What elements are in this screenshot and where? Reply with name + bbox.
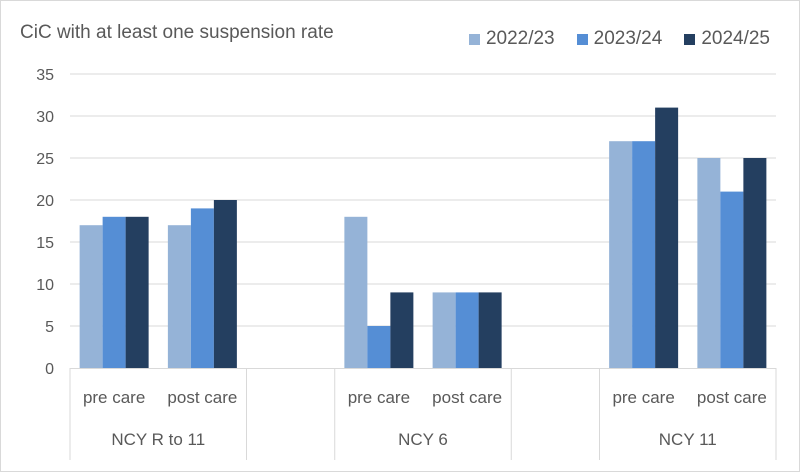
legend-label: 2023/24 xyxy=(593,28,663,49)
bar-2022-23[interactable] xyxy=(609,141,633,368)
legend-label: 2024/25 xyxy=(701,28,770,49)
chart-title: CiC with at least one suspension rate xyxy=(20,22,334,43)
bar-2024-25[interactable] xyxy=(743,158,767,368)
bar-2024-25[interactable] xyxy=(478,292,502,368)
bar-2023-24[interactable] xyxy=(190,208,214,368)
bar-2023-24[interactable] xyxy=(632,141,656,368)
legend-item-2022-23[interactable]: 2022/23 xyxy=(468,28,555,50)
bar-2023-24[interactable] xyxy=(102,216,126,368)
bar-2024-25[interactable] xyxy=(125,216,149,368)
bar-2024-25[interactable] xyxy=(655,107,679,368)
y-tick-label: 0 xyxy=(45,361,54,378)
x-category-label: post care xyxy=(432,388,502,407)
y-tick-label: 20 xyxy=(36,193,54,210)
chart-legend: 2022/23 2023/24 2024/25 xyxy=(468,28,770,50)
legend-swatch-icon xyxy=(576,33,588,45)
y-tick-label: 5 xyxy=(45,319,54,336)
legend-swatch-icon xyxy=(468,33,480,45)
bar-2024-25[interactable] xyxy=(390,292,414,368)
x-category-label: post care xyxy=(697,388,767,407)
bar-2023-24[interactable] xyxy=(720,191,744,368)
bar-2022-23[interactable] xyxy=(79,225,103,368)
x-group-label: NCY 6 xyxy=(398,430,448,449)
x-category-label: post care xyxy=(167,388,237,407)
bar-2022-23[interactable] xyxy=(167,225,191,368)
x-category-label: pre care xyxy=(612,388,674,407)
legend-swatch-icon xyxy=(684,33,696,45)
y-tick-label: 10 xyxy=(36,277,54,294)
legend-label: 2022/23 xyxy=(485,28,555,49)
x-group-label: NCY R to 11 xyxy=(111,430,205,449)
y-tick-label: 25 xyxy=(36,151,54,168)
bar-2023-24[interactable] xyxy=(367,326,391,368)
y-tick-label: 15 xyxy=(36,235,54,252)
legend-item-2024-25[interactable]: 2024/25 xyxy=(684,28,770,50)
bar-2024-25[interactable] xyxy=(213,200,237,368)
x-category-label: pre care xyxy=(348,388,410,407)
bar-2022-23[interactable] xyxy=(432,292,456,368)
legend-item-2023-24[interactable]: 2023/24 xyxy=(576,28,663,50)
bar-2022-23[interactable] xyxy=(697,158,721,368)
y-tick-label: 30 xyxy=(36,109,54,126)
y-tick-label: 35 xyxy=(36,67,54,84)
x-category-label: pre care xyxy=(83,388,145,407)
bar-2022-23[interactable] xyxy=(344,216,368,368)
bar-2023-24[interactable] xyxy=(455,292,479,368)
x-group-label: NCY 11 xyxy=(659,430,717,449)
